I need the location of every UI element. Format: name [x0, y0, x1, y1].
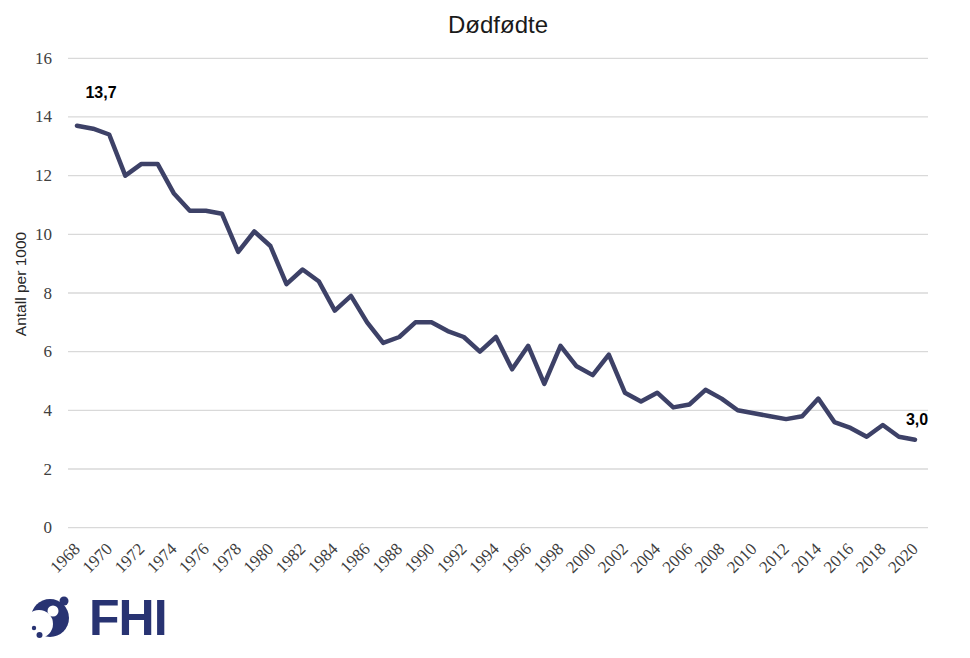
x-axis-tick-label: 1992 — [433, 539, 470, 576]
data-series-line — [77, 126, 915, 440]
x-axis-tick-label: 1974 — [143, 539, 181, 577]
data-label: 13,7 — [85, 84, 116, 101]
x-axis-tick-label: 1978 — [208, 539, 245, 576]
line-chart-plot-area: 0246810121416196819701972197419761978198… — [0, 0, 970, 658]
x-axis-tick-label: 1970 — [79, 539, 116, 576]
x-axis-tick-label: 2002 — [594, 539, 631, 576]
y-axis-tick-label: 16 — [35, 49, 52, 68]
y-axis-tick-label: 12 — [35, 166, 52, 185]
x-axis-tick-label: 2008 — [691, 539, 728, 576]
y-axis-tick-label: 10 — [35, 225, 52, 244]
y-axis-tick-label: 4 — [44, 401, 53, 420]
x-axis-tick-label: 1976 — [175, 539, 212, 576]
x-axis-tick-label: 1972 — [111, 539, 148, 576]
y-axis-tick-label: 6 — [44, 342, 53, 361]
x-axis-tick-label: 2000 — [562, 539, 599, 576]
x-axis-tick-label: 1968 — [46, 539, 83, 576]
y-axis-tick-label: 0 — [44, 518, 53, 537]
x-axis-tick-label: 1988 — [369, 539, 406, 576]
x-axis-tick-label: 2004 — [627, 539, 665, 577]
x-axis-tick-label: 1996 — [498, 539, 535, 576]
x-axis-tick-label: 1994 — [465, 539, 503, 577]
x-axis-tick-label: 1998 — [530, 539, 567, 576]
y-axis-tick-label: 2 — [44, 460, 53, 479]
x-axis-tick-label: 1980 — [240, 539, 277, 576]
x-axis-tick-label: 1984 — [304, 539, 342, 577]
y-axis-tick-label: 8 — [44, 284, 53, 303]
x-axis-tick-label: 2016 — [820, 539, 857, 576]
x-axis-tick-label: 2014 — [788, 539, 826, 577]
x-axis-tick-label: 2006 — [659, 539, 696, 576]
x-axis-tick-label: 1990 — [401, 539, 438, 576]
x-axis-tick-label: 2012 — [755, 539, 792, 576]
chart-canvas: Dødfødte Antall per 1000 024681012141619… — [0, 0, 970, 658]
x-axis-tick-label: 2020 — [884, 539, 921, 576]
y-axis-tick-label: 14 — [35, 107, 53, 126]
data-label: 3,0 — [906, 411, 928, 428]
x-axis-tick-label: 1986 — [336, 539, 373, 576]
fhi-logo-text: FHI — [89, 593, 167, 643]
x-axis-tick-label: 2010 — [723, 539, 760, 576]
x-axis-tick-label: 2018 — [852, 539, 889, 576]
fhi-logo: FHI — [24, 592, 167, 644]
fhi-logo-icon — [24, 592, 80, 644]
x-axis-tick-label: 1982 — [272, 539, 309, 576]
